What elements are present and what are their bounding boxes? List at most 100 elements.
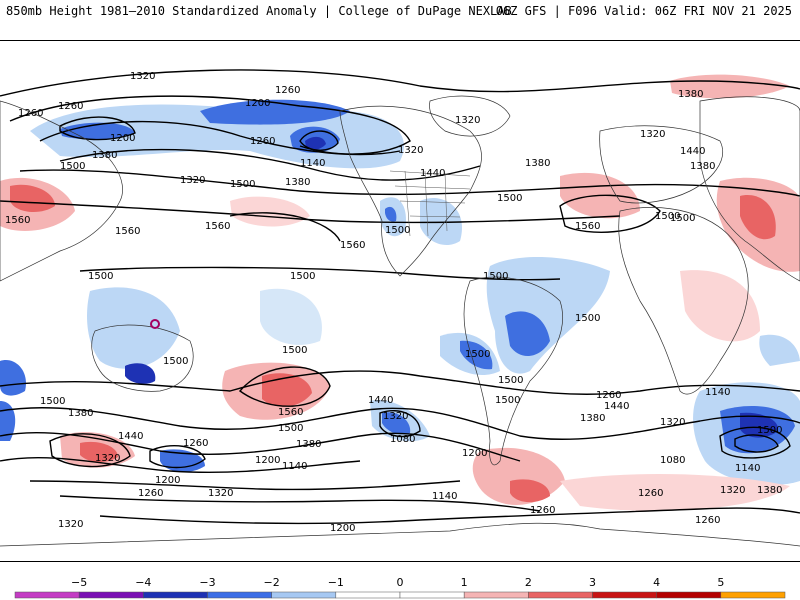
height-label: 1260	[18, 108, 43, 119]
height-label: 1500	[290, 271, 315, 282]
height-label: 1440	[368, 395, 393, 406]
height-label: 1500	[40, 396, 65, 407]
height-label: 1140	[282, 461, 307, 472]
pos-anomaly-area	[560, 474, 790, 511]
coastlines	[0, 95, 800, 547]
greenland-outline	[429, 95, 511, 137]
height-label: 1260	[275, 85, 300, 96]
height-label: 1500	[575, 313, 600, 324]
colorbar-label: 4	[653, 576, 660, 589]
neg-anomaly-area	[382, 412, 411, 435]
height-label: 1140	[300, 158, 325, 169]
height-label: 1380	[525, 158, 550, 169]
height-label: 1200	[330, 523, 355, 534]
height-label: 1320	[180, 175, 205, 186]
neg-anomaly-area	[87, 287, 180, 369]
neg-anomaly-area	[305, 136, 326, 150]
colorbar-swatch	[399, 591, 465, 599]
neg-anomaly-area	[759, 334, 800, 366]
pos-anomaly-area	[80, 441, 118, 463]
colorbar-swatch	[78, 591, 144, 599]
europe-outline	[599, 125, 723, 204]
height-label: 1320	[383, 411, 408, 422]
height-label: 1320	[58, 519, 83, 530]
colorbar-label: 3	[589, 576, 596, 589]
height-label: 1320	[640, 129, 665, 140]
pos-anomaly-area	[262, 373, 312, 407]
height-label: 1380	[678, 89, 703, 100]
contour-labels: 1320 1260 1200 1260 1200 1260 1140 1380 …	[5, 71, 782, 534]
height-label: 1500	[385, 225, 410, 236]
colorbar-swatch	[656, 591, 722, 599]
colorbar-label: 0	[397, 576, 404, 589]
us-state-lines	[389, 170, 471, 237]
height-label: 1320	[398, 145, 423, 156]
height-label: 1500	[163, 356, 188, 367]
height-label: 1380	[68, 408, 93, 419]
height-label: 1260	[596, 390, 621, 401]
height-contours	[0, 69, 800, 525]
height-label: 1380	[757, 485, 782, 496]
australia-outline	[91, 324, 194, 392]
colorbar-label: −4	[135, 576, 151, 589]
low-marker	[150, 319, 160, 329]
height-label: 1320	[720, 485, 745, 496]
anomaly-shading	[0, 74, 800, 511]
north-america-outline	[339, 105, 482, 277]
height-label: 1260	[695, 515, 720, 526]
pos-anomaly-area	[230, 196, 310, 227]
height-label: 1560	[205, 221, 230, 232]
height-label: 1140	[705, 387, 730, 398]
height-label: 1380	[285, 177, 310, 188]
map-title: 850mb Height 1981–2010 Standardized Anom…	[6, 4, 512, 18]
height-label: 1260	[250, 136, 275, 147]
height-label: 1560	[115, 226, 140, 237]
colorbar-swatch	[207, 591, 272, 599]
height-label: 1380	[296, 439, 321, 450]
height-label: 1320	[208, 488, 233, 499]
height-label: 1320	[95, 453, 120, 464]
colorbar-swatch	[463, 591, 529, 599]
colorbar-label: −1	[328, 576, 344, 589]
height-label: 1560	[575, 221, 600, 232]
height-label: 1500	[655, 211, 680, 222]
colorbar-label: 5	[717, 576, 724, 589]
colorbar-label: 2	[525, 576, 532, 589]
colorbar-swatch	[335, 591, 401, 599]
height-label: 1200	[155, 475, 180, 486]
height-label: 1200	[245, 98, 270, 109]
neg-anomaly-area	[200, 99, 350, 125]
colorbar-swatch	[720, 591, 786, 599]
height-label: 1380	[580, 413, 605, 424]
height-label: 1500	[282, 345, 307, 356]
height-label: 1200	[110, 133, 135, 144]
neg-anomaly-area	[260, 288, 322, 345]
height-label: 1200	[462, 448, 487, 459]
height-label: 1260	[530, 505, 555, 516]
height-label: 1320	[130, 71, 155, 82]
neg-anomaly-area	[505, 311, 550, 357]
neg-anomaly-area	[160, 449, 205, 473]
height-label: 1320	[455, 115, 480, 126]
neg-anomaly-area	[420, 197, 462, 246]
neg-anomaly-area	[740, 412, 779, 438]
height-label: 1500	[278, 423, 303, 434]
asia-outline	[699, 96, 800, 282]
height-label: 1500	[483, 271, 508, 282]
neg-anomaly-area	[125, 363, 156, 384]
antarctica-outline	[0, 522, 800, 547]
pos-anomaly-area	[740, 195, 776, 240]
height-label: 1500	[495, 395, 520, 406]
height-label: 1440	[680, 146, 705, 157]
height-label: 1260	[183, 438, 208, 449]
colorbar-swatch	[143, 591, 208, 599]
height-label: 1440	[420, 168, 445, 179]
height-label: 1500	[230, 179, 255, 190]
height-label: 1500	[498, 375, 523, 386]
height-label: 1500	[497, 193, 522, 204]
height-label: 1560	[5, 215, 30, 226]
pos-anomaly-area	[10, 184, 55, 213]
height-label: 1080	[660, 455, 685, 466]
africa-outline	[618, 207, 749, 395]
height-label: 1260	[58, 101, 83, 112]
